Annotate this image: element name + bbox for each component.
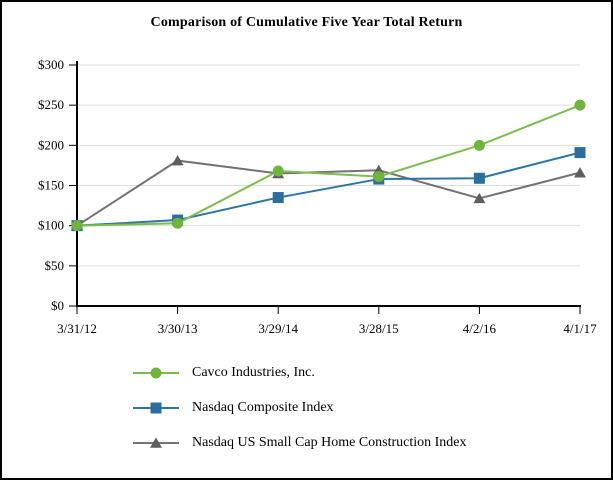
x-tick-label: 3/31/12 <box>57 321 97 336</box>
series-0-circle-marker-icon <box>71 220 83 232</box>
series-2-triangle-marker-icon <box>473 192 486 204</box>
y-tick-label: $50 <box>45 258 65 273</box>
series-1-square-marker-icon <box>272 192 284 204</box>
series-0-circle-marker-icon <box>172 217 184 229</box>
series-line-0 <box>76 104 581 227</box>
legend-square-marker-icon <box>150 402 162 413</box>
legend-item-2: Nasdaq US Small Cap Home Construction In… <box>133 431 467 454</box>
legend-item-0: Cavco Industries, Inc. <box>133 361 467 384</box>
series-1-square-marker-icon <box>574 147 586 159</box>
legend-label-0: Cavco Industries, Inc. <box>192 364 315 380</box>
x-tick-label: 4/1/17 <box>563 321 597 336</box>
y-tick-label: $250 <box>38 97 64 112</box>
legend-square-swatch-icon <box>133 402 179 413</box>
legend-circle-swatch-icon <box>133 367 179 378</box>
x-tick-label: 4/2/16 <box>463 321 497 336</box>
y-tick-label: $150 <box>38 178 64 193</box>
series-0-circle-marker-icon <box>473 139 485 151</box>
chart-legend: Cavco Industries, Inc. Nasdaq Composite I… <box>133 361 467 454</box>
legend-triangle-swatch-icon <box>133 437 179 448</box>
y-tick-label: $100 <box>38 218 64 233</box>
series-0-circle-marker-icon <box>373 171 385 183</box>
y-tick-label: $0 <box>51 298 64 313</box>
y-tick-label: $200 <box>38 137 64 152</box>
series-line-1 <box>76 151 581 227</box>
x-tick-label: 3/30/13 <box>158 321 198 336</box>
series-2-triangle-marker-icon <box>574 167 586 178</box>
legend-label-1: Nasdaq Composite Index <box>192 399 334 415</box>
x-tick-label: 3/29/14 <box>258 321 298 336</box>
series-0-circle-marker-icon <box>574 99 586 111</box>
total-return-line-chart: $0 $50 $100 $150 $200 $250 $300 3/31/12 3/30/13 3… <box>38 57 597 336</box>
series-1-square-marker-icon <box>473 172 485 184</box>
series-0-circle-marker-icon <box>272 165 284 177</box>
legend-circle-marker-icon <box>150 367 162 378</box>
x-tick-label: 3/28/15 <box>359 321 399 336</box>
legend-label-2: Nasdaq US Small Cap Home Construction In… <box>192 434 467 450</box>
legend-triangle-marker-icon <box>150 437 162 448</box>
legend-item-1: Nasdaq Composite Index <box>133 396 467 419</box>
y-tick-label: $300 <box>38 57 64 72</box>
chart-title: Comparison of Cumulative Five Year Total… <box>150 15 463 30</box>
series-line-2 <box>76 159 581 227</box>
series-2-triangle-marker-icon <box>171 155 184 166</box>
